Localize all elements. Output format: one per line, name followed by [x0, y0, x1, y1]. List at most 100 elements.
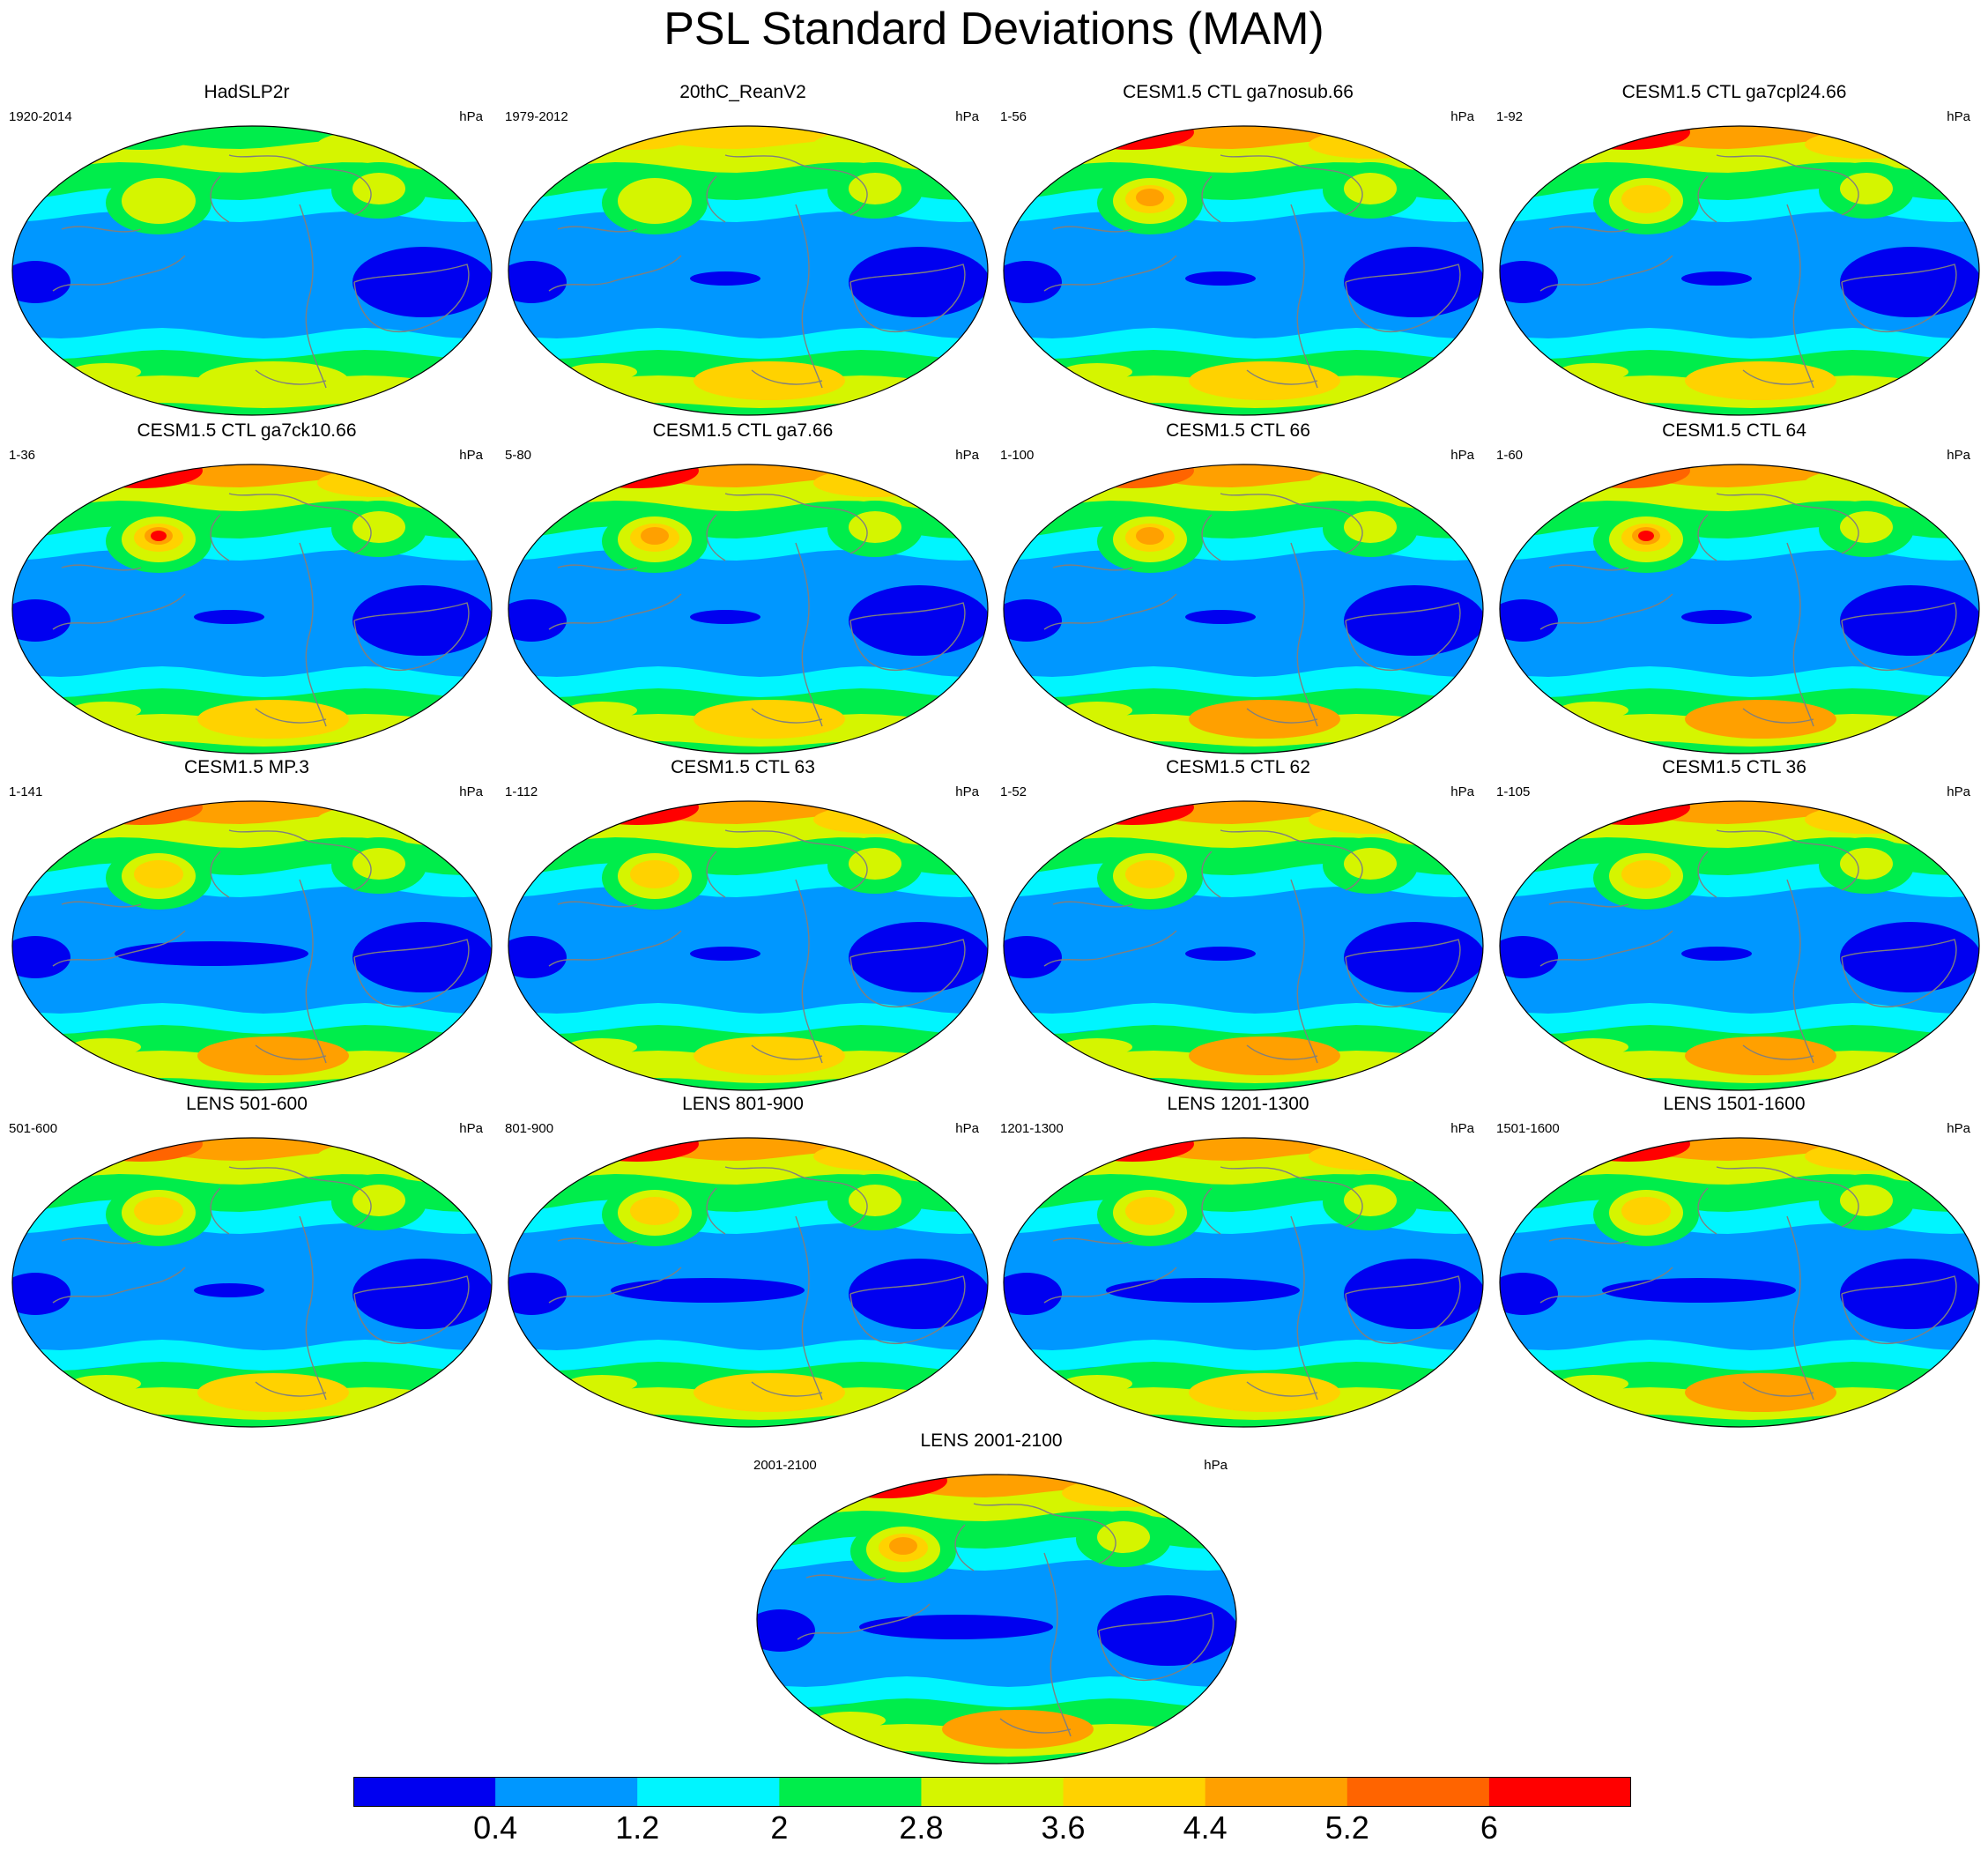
colorbar-tick-label: 5.2 [1324, 1809, 1369, 1846]
coastline [1716, 493, 1859, 554]
map-fill [508, 1138, 988, 1427]
robinson-map [1003, 464, 1484, 754]
tropical-min-indian [508, 261, 567, 303]
colorbar-swatch [779, 1777, 922, 1807]
coastline [1841, 1275, 1957, 1344]
coastline [706, 1187, 726, 1235]
panel-units: hPa [955, 1121, 979, 1136]
coastline [795, 204, 823, 389]
atlantic-mid [1840, 848, 1893, 880]
tropical-min-pacific [1681, 947, 1752, 961]
atlantic-mid [1344, 848, 1397, 880]
coastline [210, 1187, 230, 1235]
tropical-min-atlantic [849, 922, 988, 992]
panel-title: LENS 2001-2100 [920, 1430, 1063, 1451]
coastline [255, 1044, 327, 1060]
coastline [795, 542, 823, 727]
coastline [805, 1574, 886, 1581]
tropical-min-pacific [194, 1283, 264, 1297]
sh-max-region [197, 1373, 349, 1412]
map-panel: LENS 801-900 801-900 hPa [496, 1093, 990, 1431]
tropical-min-pacific [1681, 271, 1752, 286]
robinson-map [11, 1137, 493, 1428]
tropical-min-indian [12, 599, 70, 642]
coastline [1201, 851, 1221, 898]
sh-band-highlat [1500, 714, 1979, 754]
coastline [1246, 708, 1318, 724]
panel-title: LENS 1201-1300 [1167, 1094, 1309, 1114]
sh-max-region [1189, 1373, 1340, 1412]
robinson-map [11, 464, 493, 754]
map-outline [1499, 1137, 1980, 1428]
panel-units: hPa [459, 784, 483, 799]
robinson-map [1003, 125, 1484, 416]
coastline [849, 939, 966, 1007]
map-panel: CESM1.5 CTL ga7nosub.66 1-56 hPa [991, 81, 1485, 420]
coastlines [1043, 493, 1461, 727]
coastline [557, 901, 638, 908]
robinson-map [756, 1474, 1237, 1765]
tropical-min-warm-pool [115, 941, 308, 966]
aleutian-inner [1621, 860, 1671, 888]
coastline [1052, 226, 1133, 233]
coastline [1548, 564, 1629, 571]
coastline [255, 1381, 327, 1397]
colorbar-swatch [1488, 1777, 1631, 1807]
tropical-min-atlantic [849, 1259, 988, 1329]
coastline [797, 1603, 931, 1640]
panel-units: hPa [955, 448, 979, 463]
coastline [228, 154, 372, 216]
coastline [1345, 1275, 1461, 1344]
coastlines [52, 1166, 470, 1401]
panel-title: 20thC_ReanV2 [679, 82, 806, 102]
tropical-min-indian [757, 1609, 815, 1652]
sh-band-highlat [1500, 375, 1979, 415]
colorbar-tick-label: 3.6 [1041, 1809, 1086, 1846]
coastline [1043, 593, 1177, 630]
map-fill [1004, 1138, 1483, 1427]
coastline [1052, 564, 1133, 571]
map-outline [1499, 800, 1980, 1091]
coastline [299, 204, 327, 389]
map-fill [1500, 1138, 1979, 1427]
coastline [1220, 1166, 1363, 1228]
coastline [849, 602, 966, 671]
coastline [1697, 175, 1717, 223]
aleutian-mid [618, 178, 692, 224]
coastline [210, 514, 230, 561]
coastlines [1539, 829, 1957, 1064]
map-panel: HadSLP2r 1920-2014 hPa [0, 81, 493, 420]
map-panel: CESM1.5 CTL 63 1-112 hPa [496, 756, 990, 1095]
map-panel: CESM1.5 CTL 66 1-100 hPa [991, 420, 1485, 758]
map-panel: CESM1.5 CTL ga7cpl24.66 1-92 hPa [1487, 81, 1981, 420]
colorbar-swatch [1346, 1777, 1490, 1807]
coastline [1290, 542, 1318, 727]
aleutian-peak [1638, 531, 1654, 541]
tropical-min-indian [508, 599, 567, 642]
map-outline [1003, 125, 1484, 416]
coastline [210, 175, 230, 223]
atlantic-mid [849, 173, 901, 204]
sh-max-region [197, 361, 349, 400]
coastlines [1043, 154, 1461, 389]
nh-band-arctic [1500, 801, 1979, 824]
colorbar-tick-label: 4.4 [1183, 1809, 1228, 1846]
tropical-min-indian [12, 1273, 70, 1315]
robinson-map [508, 464, 989, 754]
colorbar-swatch [353, 1777, 496, 1807]
robinson-map [508, 800, 989, 1091]
panel-period: 1-112 [505, 784, 538, 799]
panel-period: 2001-2100 [753, 1458, 817, 1473]
colorbar-swatch [921, 1777, 1064, 1807]
coastline [61, 564, 142, 571]
map-outline [756, 1474, 1237, 1765]
sh-max-region [197, 700, 349, 739]
panel-period: 501-600 [9, 1121, 58, 1136]
coastline [849, 1275, 966, 1344]
sh-band-highlat [1004, 714, 1483, 754]
map-fill [1500, 126, 1979, 415]
coastline [1201, 1187, 1221, 1235]
coastline [1043, 255, 1177, 292]
tropical-min-indian [12, 261, 70, 303]
coastlines [52, 493, 470, 727]
